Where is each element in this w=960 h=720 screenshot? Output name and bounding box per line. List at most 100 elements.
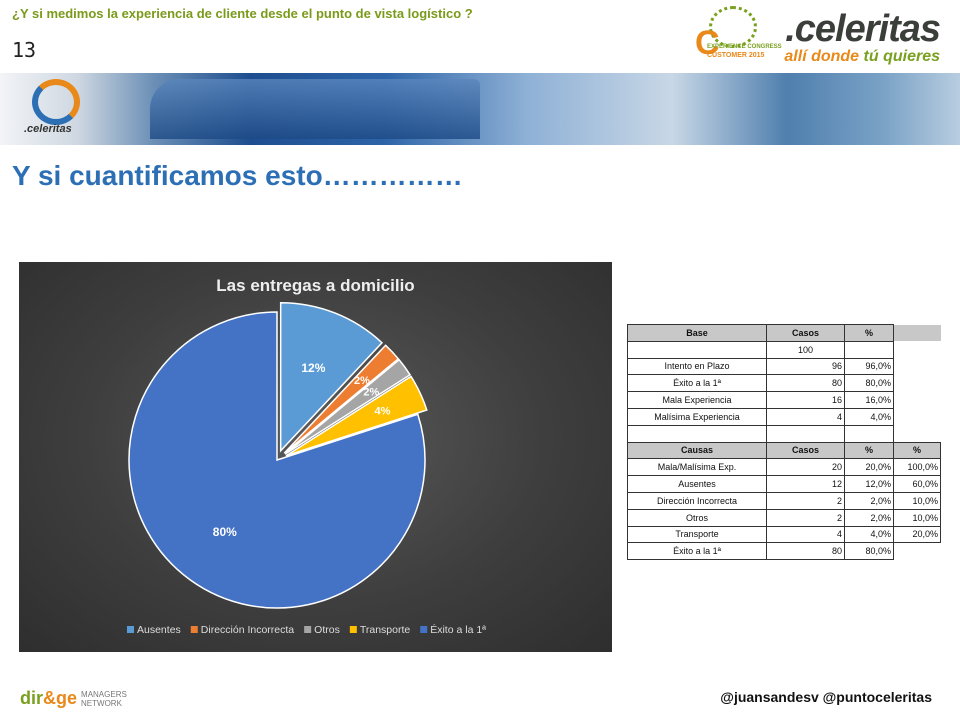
table-cell: % [893, 441, 941, 460]
brand-name: .celeritas [785, 8, 941, 50]
table-cell [844, 340, 894, 359]
table-row: Ausentes 12 12,0% 60,0% [627, 475, 941, 493]
table-cell [627, 340, 767, 359]
celeritas-logo: .celeritas allí donde tú quieres [784, 8, 941, 66]
table-cell: Casos [766, 441, 845, 460]
table-cell: 100 [766, 340, 845, 359]
brand-tagline: allí donde tú quieres [784, 48, 940, 66]
legend-label-1: Dirección Incorrecta [201, 624, 295, 636]
table-base-row: 100 [627, 340, 941, 359]
table-cell [894, 375, 941, 392]
table-cell: 2 [766, 491, 845, 510]
slide-subtitle: ¿Y si medimos la experiencia de cliente … [12, 6, 473, 21]
social-handles: @juansandesv @puntoceleritas [720, 689, 932, 705]
table-cell: 10,0% [893, 491, 941, 510]
table-cell [844, 424, 894, 443]
table-cell [766, 424, 845, 443]
pie-slice-2 [284, 358, 412, 455]
legend-label-0: Ausentes [137, 624, 181, 636]
table-cell: 16,0% [844, 391, 894, 409]
brand-tagline-part1: allí donde [784, 48, 864, 65]
pie-label-1: 2% [354, 375, 370, 387]
table-cell: Mala Experiencia [627, 391, 767, 409]
table-cell: 2,0% [844, 508, 894, 527]
table-row: Malísima Experiencia 4 4,0% [627, 407, 941, 426]
legend-label-4: Éxito a la 1ª [430, 623, 486, 636]
table-cell [894, 358, 941, 375]
table-cell: 16 [766, 391, 845, 409]
table-cell: 2,0% [844, 491, 894, 510]
table-cell [894, 425, 941, 442]
chart-title: Las entregas a domicilio [216, 276, 414, 295]
table-cell: Otros [627, 508, 767, 527]
table-cell: Dirección Incorrecta [627, 491, 767, 510]
legend-swatch-1 [190, 626, 198, 633]
pie-label-0: 12% [301, 361, 325, 375]
table-cell: 4 [766, 525, 845, 544]
table-header-row: Base Casos% [627, 324, 941, 342]
pie-slice-0 [279, 301, 384, 453]
table-cell: 20,0% [893, 525, 941, 544]
customer-experience-congress-logo: C EXPERIENCE CONGRESS CUSTOMER 2015 [695, 6, 782, 66]
footer-logo-sub: MANAGERS NETWORK [81, 690, 127, 708]
table-cell: Éxito a la 1ª [627, 374, 767, 393]
table-spacer-row [627, 424, 941, 443]
table-row: Éxito a la 1ª 80 80,0% [627, 374, 941, 393]
table-cell: 80 [766, 542, 845, 561]
pie-chart: Las entregas a domicilio 12% 2% 2% 4% 80% Ause… [19, 262, 612, 652]
brand-tagline-part2: tú quieres [863, 48, 940, 65]
table-cell [894, 408, 941, 425]
pie-label-3: 4% [375, 405, 391, 417]
table-cell: 12,0% [844, 475, 894, 493]
table-row: Otros 2 2,0% 10,0% [627, 508, 941, 527]
table-cell: Éxito a la 1ª [627, 542, 767, 561]
table-cell: 96,0% [844, 357, 894, 376]
table-cell: Causas [627, 441, 767, 460]
table-cell: Transporte [627, 525, 767, 544]
pie-label-4: 80% [213, 525, 237, 539]
event-logo-line1: EXPERIENCE CONGRESS [707, 44, 782, 50]
slide-number: 13 [12, 38, 37, 62]
table-cell: 100,0% [893, 458, 941, 477]
table-cell [894, 341, 941, 358]
table-cell: % [844, 441, 894, 460]
table-cell: 10,0% [893, 508, 941, 527]
pie-label-2: 2% [363, 386, 379, 398]
table-cell: 12 [766, 475, 845, 493]
data-table: Base Casos% 100 Intento en Plazo 96 96,0% Éxit… [627, 324, 941, 561]
table-cell: Casos [766, 324, 845, 342]
table-header-row: Causas Casos%% [627, 441, 941, 460]
event-logo-line2: CUSTOMER 2015 [707, 52, 765, 59]
pie-chart-svg: Las entregas a domicilio 12% 2%2% 4% 80% Ause… [127, 276, 486, 636]
table-cell: 4,0% [844, 407, 894, 426]
table-row: Transporte 4 4,0% 20,0% [627, 525, 941, 544]
table-cell: 2 [766, 508, 845, 527]
table-cell: 80 [766, 374, 845, 393]
table-cell: Intento en Plazo [627, 357, 767, 376]
table-cell: 4,0% [844, 525, 894, 544]
legend-label-3: Transporte [360, 624, 411, 636]
event-logo-ring [709, 6, 757, 48]
table-cell [894, 543, 941, 560]
table-cell [894, 392, 941, 409]
banner-brand: .celeritas [24, 123, 72, 135]
table-cell: Mala/Malísima Exp. [627, 458, 767, 477]
pie-slice-1 [283, 344, 400, 454]
legend-swatch-2 [304, 626, 312, 633]
footer-logo-main2: ge [56, 688, 78, 708]
truck-image [150, 79, 480, 139]
table-cell: 20 [766, 458, 845, 477]
table-cell: 80,0% [844, 374, 894, 393]
legend-label-2: Otros [314, 624, 340, 636]
event-logo-c: C [695, 24, 720, 62]
table-row: Éxito a la 1ª 80 80,0% [627, 542, 941, 561]
page-title: Y si cuantificamos esto…………… [12, 160, 463, 191]
legend-swatch-3 [349, 626, 357, 633]
table-cell: 60,0% [893, 475, 941, 493]
table-cell: Base [627, 324, 767, 342]
pie-slice-3 [285, 375, 428, 457]
footer-logo-sub1: MANAGERS [81, 690, 127, 700]
footer-logo-amp: & [43, 688, 57, 708]
table-row: Dirección Incorrecta 2 2,0% 10,0% [627, 491, 941, 510]
table-cell [627, 424, 767, 443]
